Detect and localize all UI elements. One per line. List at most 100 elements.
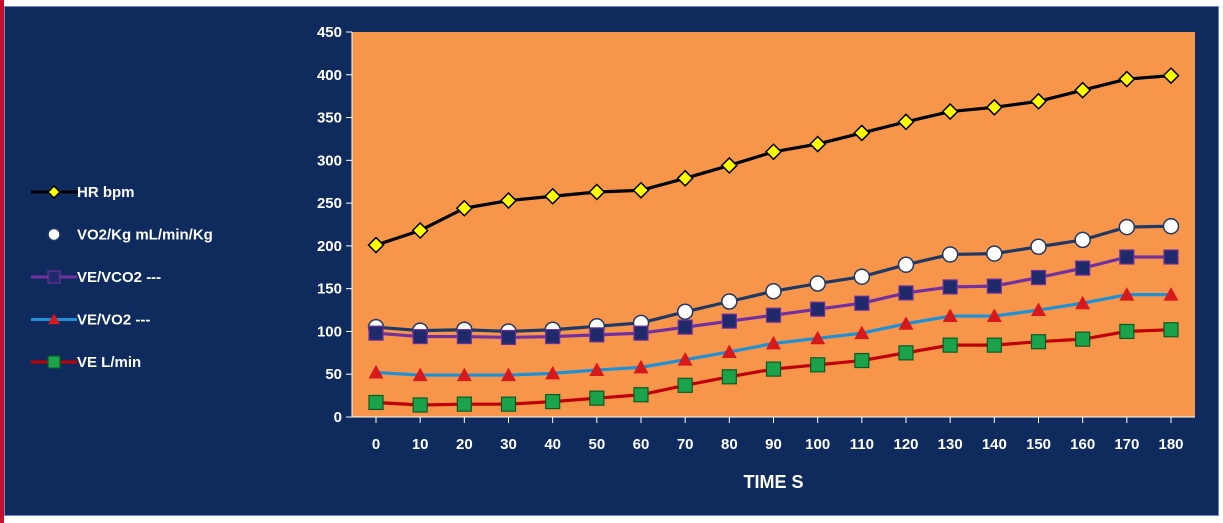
- legend-entry-4: VE L/min: [31, 354, 141, 371]
- y-tick-label: 50: [325, 366, 342, 383]
- data-point: [897, 256, 915, 273]
- data-point: [368, 394, 384, 411]
- data-point: [1162, 217, 1180, 235]
- data-point: [368, 325, 384, 341]
- data-point: [854, 352, 870, 369]
- legend-marker: [47, 355, 61, 369]
- data-point: [412, 328, 428, 345]
- data-point: [501, 367, 516, 382]
- series-3: [368, 287, 1179, 382]
- x-tick-label: 100: [805, 436, 830, 453]
- x-tick-label: 40: [544, 436, 561, 453]
- data-point: [810, 330, 826, 345]
- data-point: [1030, 269, 1047, 286]
- data-point: [1075, 295, 1091, 310]
- data-point: [1119, 249, 1135, 265]
- data-point: [854, 325, 870, 340]
- data-point: [589, 362, 605, 376]
- data-point: [500, 396, 517, 412]
- data-point: [589, 327, 605, 343]
- data-point: [456, 396, 472, 412]
- data-point: [1074, 231, 1091, 249]
- data-point: [455, 199, 473, 217]
- x-axis: 0 10 20 30 40 50 60 70 80 90 100 110 120 130 140 150 160…: [352, 416, 1195, 453]
- data-point: [1163, 249, 1179, 265]
- legend-marker: [47, 227, 61, 242]
- data-point: [677, 352, 693, 366]
- legend-label: VE/VCO2 ---: [77, 269, 161, 286]
- data-point: [1074, 81, 1092, 99]
- y-tick-label: 350: [317, 110, 342, 127]
- data-point: [632, 181, 650, 199]
- y-tick-label: 200: [317, 238, 342, 255]
- series-0: [367, 67, 1180, 254]
- data-point: [412, 397, 428, 413]
- data-point: [633, 387, 649, 403]
- x-tick-label: 60: [633, 436, 650, 453]
- data-point: [765, 361, 782, 377]
- y-axis: 0 50 100 150 200 250 300 350 400 450: [317, 24, 353, 426]
- data-point: [986, 278, 1002, 294]
- data-point: [897, 113, 915, 131]
- data-point: [720, 156, 738, 175]
- x-tick-label: 30: [500, 436, 517, 453]
- data-point: [633, 359, 649, 374]
- y-tick-label: 100: [317, 323, 342, 340]
- series-4: [368, 322, 1179, 413]
- data-point: [986, 245, 1003, 262]
- data-point: [368, 365, 384, 379]
- x-tick-label: 0: [372, 436, 380, 453]
- data-point: [898, 285, 914, 301]
- x-tick-label: 70: [677, 436, 694, 453]
- x-tick-label: 90: [765, 436, 782, 453]
- data-point: [942, 337, 958, 353]
- data-point: [456, 328, 472, 345]
- data-point: [898, 345, 914, 361]
- plot-area: [352, 32, 1195, 417]
- legend-marker: [47, 270, 61, 284]
- y-tick-label: 300: [317, 152, 342, 169]
- data-point: [1119, 287, 1135, 301]
- x-tick-label: 170: [1114, 436, 1139, 453]
- x-tick-label: 150: [1026, 436, 1051, 453]
- data-point: [942, 279, 958, 295]
- data-point: [1029, 92, 1048, 110]
- data-point: [1163, 287, 1179, 301]
- x-tick-label: 120: [893, 436, 918, 453]
- data-point: [985, 98, 1003, 116]
- data-point: [810, 357, 826, 373]
- data-point: [589, 390, 605, 406]
- legend-label: VE/VO2 ---: [77, 312, 150, 329]
- chart-frame: 0 50 100 150 200 250 300 350 400 450 0 10 20 30 40 50 6…: [4, 6, 1219, 516]
- data-point: [854, 295, 870, 311]
- y-tick-label: 400: [317, 67, 342, 84]
- data-point: [676, 303, 694, 321]
- legend-marker: [48, 313, 60, 325]
- left-edge-stripe: [0, 0, 4, 523]
- data-point: [810, 301, 826, 317]
- y-tick-label: 450: [317, 24, 342, 41]
- data-point: [764, 143, 783, 161]
- x-tick-label: 130: [938, 436, 963, 453]
- data-point: [1030, 238, 1047, 255]
- legend-label: HR bpm: [77, 184, 135, 201]
- data-point: [765, 307, 782, 323]
- data-point: [633, 325, 649, 341]
- y-tick-label: 0: [334, 409, 342, 426]
- data-point: [1031, 302, 1046, 317]
- data-point: [1118, 218, 1136, 236]
- series-2: [368, 249, 1179, 346]
- data-point: [721, 369, 737, 385]
- data-point: [721, 344, 737, 358]
- legend-entry-2: VE/VCO2 ---: [31, 269, 161, 286]
- data-point: [1075, 331, 1091, 347]
- data-point: [1162, 67, 1180, 85]
- data-point: [721, 313, 737, 329]
- data-point: [499, 191, 518, 210]
- legend-label: VE L/min: [77, 354, 141, 371]
- data-point: [941, 103, 959, 121]
- data-point: [986, 308, 1002, 323]
- legend-entry-0: HR bpm: [31, 184, 135, 201]
- x-tick-label: 180: [1158, 436, 1183, 453]
- data-point: [853, 124, 871, 142]
